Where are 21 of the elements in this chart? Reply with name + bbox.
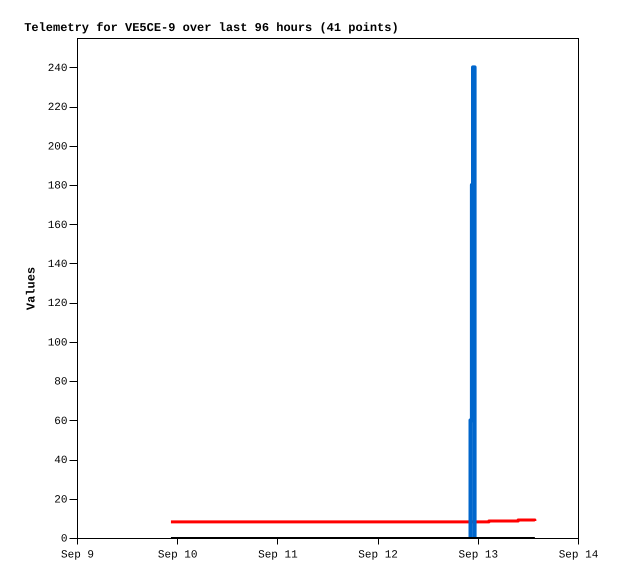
y-tick-label: 20 [54, 494, 68, 506]
chart-title: Telemetry for VE5CE-9 over last 96 hours (41 points) [24, 21, 399, 35]
y-tick-label: 220 [48, 102, 68, 114]
x-tick-label: Sep 10 [158, 550, 198, 562]
x-tick-label: Sep 12 [358, 550, 398, 562]
x-tick-label: Sep 14 [558, 550, 599, 562]
y-tick-label: 0 [60, 534, 68, 546]
y-axis-title: Values [24, 266, 39, 310]
x-tick-label: Sep 13 [458, 550, 498, 562]
y-tick-label: 140 [48, 258, 68, 271]
y-tick-label: 120 [48, 298, 68, 310]
y-tick-label: 200 [48, 141, 68, 154]
y-tick-label: 100 [48, 337, 68, 350]
x-tick-label: Sep 11 [258, 550, 298, 562]
y-tick-label: 40 [54, 455, 68, 468]
y-tick-label: 80 [54, 376, 68, 389]
y-tick-label: 180 [48, 180, 68, 193]
x-tick-label: Sep 9 [60, 550, 94, 562]
y-tick-label: 160 [48, 220, 68, 232]
y-tick-label: 240 [48, 62, 68, 75]
y-tick-label: 60 [54, 416, 68, 428]
